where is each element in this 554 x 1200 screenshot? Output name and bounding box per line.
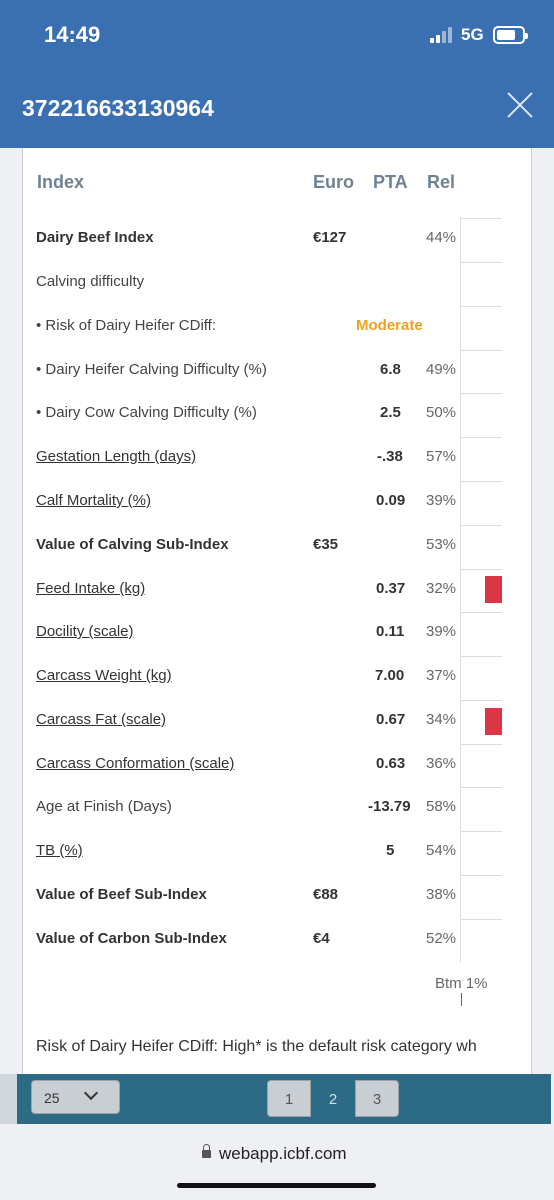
header-rel: Rel bbox=[427, 172, 456, 192]
row-euro: €35 bbox=[313, 536, 339, 553]
url-text[interactable]: webapp.icbf.com bbox=[219, 1144, 347, 1163]
row-label-calving-sub-index: Value of Calving Sub-Index bbox=[36, 536, 229, 553]
row-label-beef-sub-index: Value of Beef Sub-Index bbox=[36, 886, 207, 903]
bar-axis-tick bbox=[461, 993, 462, 1006]
row-pta: 0.37 bbox=[376, 580, 406, 597]
page-size-value: 25 bbox=[44, 1090, 60, 1106]
row-label-dairy-beef-index: Dairy Beef Index bbox=[36, 229, 154, 246]
row-label-carbon-sub-index: Value of Carbon Sub-Index bbox=[36, 930, 227, 947]
page-size-select[interactable]: 25 bbox=[31, 1080, 120, 1114]
link-tb[interactable]: TB (%) bbox=[36, 842, 83, 859]
row-rel: 50% bbox=[426, 404, 457, 421]
row-pta: -13.79 bbox=[368, 798, 411, 815]
grid-line bbox=[460, 481, 502, 482]
grid-line bbox=[460, 744, 502, 745]
header-euro: Euro bbox=[313, 172, 355, 192]
bar-column-axis bbox=[460, 218, 461, 963]
row-pta: 7.00 bbox=[375, 667, 405, 684]
grid-line bbox=[460, 656, 502, 657]
row-rel: 32% bbox=[426, 580, 457, 597]
grid-line bbox=[460, 437, 502, 438]
row-rel: 36% bbox=[426, 755, 457, 772]
grid-line bbox=[460, 218, 502, 219]
modal-header: 372216633130964 bbox=[0, 70, 554, 148]
row-euro: €4 bbox=[313, 930, 330, 947]
row-pta: 0.11 bbox=[376, 623, 405, 640]
row-pta: 0.63 bbox=[376, 755, 406, 772]
grid-line bbox=[460, 700, 502, 701]
row-euro: €127 bbox=[313, 229, 347, 246]
grid-line bbox=[460, 612, 502, 613]
row-pta: 6.8 bbox=[380, 361, 401, 378]
grid-line bbox=[460, 350, 502, 351]
row-rel: 57% bbox=[426, 448, 457, 465]
page-button-3[interactable]: 3 bbox=[355, 1080, 399, 1117]
link-carcass-conformation[interactable]: Carcass Conformation (scale) bbox=[36, 755, 235, 772]
row-pta: 0.67 bbox=[376, 711, 406, 728]
home-indicator[interactable] bbox=[177, 1183, 376, 1188]
row-label-age-at-finish: Age at Finish (Days) bbox=[36, 798, 172, 815]
grid-line bbox=[460, 787, 502, 788]
carcass-fat-bar bbox=[485, 708, 502, 735]
page-buttons: 1 2 3 bbox=[267, 1080, 400, 1117]
row-rel: 39% bbox=[426, 623, 457, 640]
page-button-1[interactable]: 1 bbox=[267, 1080, 311, 1117]
link-carcass-fat[interactable]: Carcass Fat (scale) bbox=[36, 711, 167, 728]
close-icon[interactable] bbox=[505, 90, 535, 120]
row-rel: 34% bbox=[426, 711, 457, 728]
row-rel: 58% bbox=[426, 798, 457, 815]
link-feed-intake[interactable]: Feed Intake (kg) bbox=[36, 580, 146, 597]
row-rel: 37% bbox=[426, 667, 457, 684]
page-button-2-active[interactable]: 2 bbox=[311, 1080, 355, 1117]
row-pta: 2.5 bbox=[380, 404, 401, 421]
link-calf-mortality[interactable]: Calf Mortality (%) bbox=[36, 492, 152, 509]
risk-footnote: Risk of Dairy Heifer CDiff: High* is the… bbox=[36, 1038, 477, 1055]
row-label-heifer-calving: • Dairy Heifer Calving Difficulty (%) bbox=[36, 361, 267, 378]
grid-line bbox=[460, 569, 502, 570]
grid-line bbox=[460, 393, 502, 394]
row-label-risk-heifer-cdiff: • Risk of Dairy Heifer CDiff: bbox=[36, 317, 217, 334]
battery-icon bbox=[493, 26, 528, 44]
animal-id-title: 372216633130964 bbox=[22, 95, 214, 121]
index-table-card bbox=[22, 148, 532, 1074]
status-bar: 14:49 5G bbox=[0, 0, 554, 70]
header-pta: PTA bbox=[373, 172, 408, 192]
network-type: 5G bbox=[461, 25, 484, 44]
header-index: Index bbox=[37, 172, 85, 192]
signal-icon bbox=[430, 27, 454, 43]
row-rel: 53% bbox=[426, 536, 457, 553]
row-pta: 0.09 bbox=[376, 492, 406, 509]
row-rel: 39% bbox=[426, 492, 457, 509]
link-gestation-length[interactable]: Gestation Length (days) bbox=[36, 448, 197, 465]
row-label-calving-difficulty: Calving difficulty bbox=[36, 273, 145, 290]
risk-value: Moderate bbox=[356, 317, 423, 334]
link-carcass-weight[interactable]: Carcass Weight (kg) bbox=[36, 667, 172, 684]
row-label-cow-calving: • Dairy Cow Calving Difficulty (%) bbox=[36, 404, 257, 421]
pager-edge bbox=[0, 1074, 17, 1124]
link-docility[interactable]: Docility (scale) bbox=[36, 623, 134, 640]
row-rel: 38% bbox=[426, 886, 457, 903]
grid-line bbox=[460, 919, 502, 920]
grid-line bbox=[460, 875, 502, 876]
row-pta: -.38 bbox=[377, 448, 403, 465]
row-rel: 52% bbox=[426, 930, 457, 947]
feed-intake-bar bbox=[485, 576, 502, 603]
grid-line bbox=[460, 262, 502, 263]
bar-axis-label: Btm 1% bbox=[435, 975, 488, 992]
row-pta: 5 bbox=[386, 842, 395, 859]
grid-line bbox=[460, 831, 502, 832]
grid-line bbox=[460, 525, 502, 526]
chevron-down-icon bbox=[83, 1085, 99, 1101]
row-rel: 49% bbox=[426, 361, 457, 378]
lock-icon bbox=[202, 1144, 211, 1158]
row-rel: 44% bbox=[426, 229, 457, 246]
row-euro: €88 bbox=[313, 886, 339, 903]
grid-line bbox=[460, 306, 502, 307]
row-rel: 54% bbox=[426, 842, 457, 859]
status-time: 14:49 bbox=[44, 22, 101, 47]
